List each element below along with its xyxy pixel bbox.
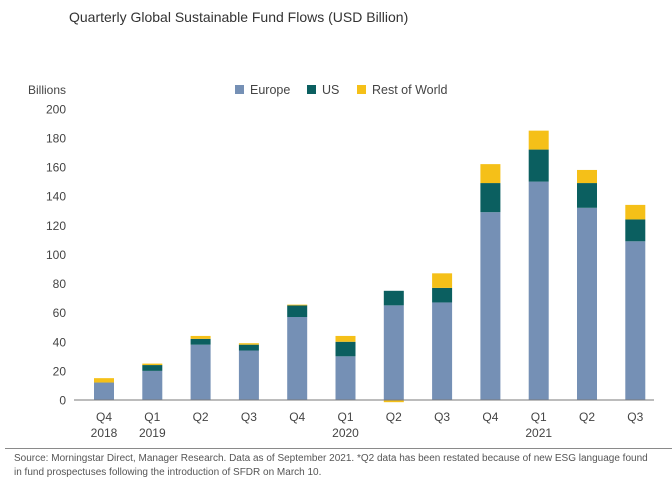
bar-segment (528, 149, 549, 182)
y-tick-label: 40 (53, 335, 67, 349)
y-tick-label: 80 (53, 277, 67, 291)
x-tick-label: Q3 (434, 410, 450, 424)
x-tick-label: Q3 (627, 410, 643, 424)
bar-segment (432, 273, 453, 288)
bar-segment (432, 287, 453, 303)
bar-segment (383, 305, 404, 400)
y-tick-label: 200 (46, 102, 66, 116)
legend-label: US (322, 83, 339, 97)
x-tick-label: Q1 (337, 410, 353, 424)
bar-segment (335, 356, 356, 400)
y-tick-label: 20 (53, 364, 67, 378)
source-note: Source: Morningstar Direct, Manager Rese… (14, 453, 648, 478)
x-tick-label: Q4 (289, 410, 305, 424)
bar-segment (577, 169, 597, 184)
x-tick-year-label: 2020 (332, 426, 359, 440)
bar-segment (238, 344, 259, 351)
bar-segment (190, 344, 211, 400)
bar-segment (190, 335, 211, 339)
bar-segment (577, 183, 597, 208)
legend-label: Rest of World (372, 83, 448, 97)
x-tick-year-label: 2021 (525, 426, 552, 440)
bar-segment (335, 341, 356, 357)
x-tick-label: Q1 (531, 410, 547, 424)
y-tick-label: 100 (46, 248, 66, 262)
bar-segment (480, 212, 501, 400)
x-tick-label: Q4 (96, 410, 112, 424)
legend: Europe US Rest of World (235, 83, 448, 97)
bar-segment (94, 382, 114, 400)
y-tick-label: 0 (59, 394, 66, 408)
x-tick-label: Q2 (193, 410, 209, 424)
chart-title: Quarterly Global Sustainable Fund Flows … (69, 9, 409, 25)
bar-segment (480, 183, 501, 213)
y-tick-label: 180 (46, 131, 66, 145)
y-tick-label: 160 (46, 161, 66, 175)
bar-segment (432, 302, 453, 400)
y-tick-label: 120 (46, 219, 66, 233)
bar-segment (238, 350, 259, 400)
bar-segment (335, 335, 356, 342)
x-tick-label: Q2 (579, 410, 595, 424)
bar-segment (383, 400, 404, 403)
bar-segment (528, 181, 549, 400)
y-axis-label: Billions (28, 83, 66, 97)
x-tick-year-label: 2019 (139, 426, 166, 440)
bars (94, 130, 646, 403)
bar-segment (625, 204, 646, 220)
bar-segment (142, 370, 163, 400)
x-tick-label: Q2 (386, 410, 402, 424)
bar-segment (625, 219, 646, 242)
bar-segment (287, 305, 308, 318)
x-tick-year-label: 2018 (91, 426, 118, 440)
bar-segment (94, 378, 114, 383)
y-tick-label: 60 (53, 306, 67, 320)
bar-segment (480, 164, 501, 184)
bar-segment (190, 338, 211, 345)
legend-swatch (235, 85, 244, 94)
x-tick-label: Q1 (144, 410, 160, 424)
bar-segment (287, 304, 308, 306)
bar-segment (577, 207, 597, 400)
x-tick-label: Q3 (241, 410, 257, 424)
bar-segment (383, 290, 404, 306)
bar-segment (142, 365, 163, 371)
legend-swatch (307, 85, 316, 94)
bar-segment (142, 363, 163, 366)
legend-label: Europe (250, 83, 290, 97)
bar-segment (528, 130, 549, 150)
y-axis: 0 20 40 60 80 100 120 140 160 180 200 Billions (28, 83, 66, 408)
stacked-bar-chart: 0 20 40 60 80 100 120 140 160 180 200 Billions Euro… (28, 83, 654, 440)
y-tick-label: 140 (46, 190, 66, 204)
bar-segment (625, 241, 646, 400)
bar-segment (238, 343, 259, 345)
x-axis: Q4 2018 Q1 2019 Q2 Q3 Q4 Q1 2020 Q2 Q3 Q4 Q1 2021 Q2 Q3 (74, 399, 654, 440)
footer-divider (5, 448, 672, 449)
bar-segment (287, 317, 308, 400)
legend-swatch (357, 85, 366, 94)
x-tick-label: Q4 (482, 410, 498, 424)
